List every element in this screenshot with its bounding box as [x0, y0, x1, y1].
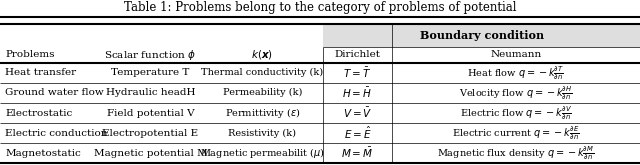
Text: $E = \hat{E}$: $E = \hat{E}$: [344, 125, 371, 141]
Text: Resistivity (k): Resistivity (k): [228, 129, 296, 138]
Text: Temperature T: Temperature T: [111, 68, 189, 77]
Text: $T = \bar{T}$: $T = \bar{T}$: [344, 66, 371, 80]
Text: Magnetostatic: Magnetostatic: [5, 149, 81, 158]
Text: Table 1: Problems belong to the category of problems of potential: Table 1: Problems belong to the category…: [124, 1, 516, 14]
Text: Electric current $q = -k\frac{\partial E}{\partial n}$: Electric current $q = -k\frac{\partial E…: [452, 124, 580, 142]
Text: $k(\boldsymbol{x})$: $k(\boldsymbol{x})$: [252, 48, 273, 61]
Text: Electric conduction: Electric conduction: [5, 129, 108, 138]
Text: Neumann: Neumann: [490, 50, 541, 59]
Text: Thermal conductivity (k): Thermal conductivity (k): [202, 68, 323, 77]
Text: Dirichlet: Dirichlet: [335, 50, 380, 59]
Text: Problems: Problems: [5, 50, 54, 59]
Text: Magnetic permeabilit ($\mu$): Magnetic permeabilit ($\mu$): [200, 146, 325, 160]
Text: Electrostatic: Electrostatic: [5, 109, 72, 117]
Text: Permeability (k): Permeability (k): [223, 88, 302, 98]
Text: Scalar function $\phi$: Scalar function $\phi$: [104, 48, 196, 62]
Text: $V = \bar{V}$: $V = \bar{V}$: [342, 106, 372, 120]
Text: Boundary condition: Boundary condition: [420, 30, 543, 41]
Text: Hydraulic headH: Hydraulic headH: [106, 88, 195, 97]
Text: Electric flow $q = -k\frac{\partial V}{\partial n}$: Electric flow $q = -k\frac{\partial V}{\…: [460, 104, 572, 122]
Bar: [323, 24, 640, 47]
Text: Magnetic flux density $q = -k\frac{\partial M}{\partial n}$: Magnetic flux density $q = -k\frac{\part…: [437, 145, 595, 162]
Text: Velocity flow $q = -k\frac{\partial H}{\partial n}$: Velocity flow $q = -k\frac{\partial H}{\…: [459, 84, 573, 102]
Text: Permittivity ($\varepsilon$): Permittivity ($\varepsilon$): [225, 106, 300, 120]
Text: Electropotential E: Electropotential E: [102, 129, 198, 138]
Text: $H = \bar{H}$: $H = \bar{H}$: [342, 86, 372, 100]
Text: Field potential V: Field potential V: [107, 109, 194, 117]
Text: Magnetic potential M: Magnetic potential M: [93, 149, 207, 158]
Text: Heat flow $q = -k\frac{\partial T}{\partial n}$: Heat flow $q = -k\frac{\partial T}{\part…: [467, 64, 564, 82]
Text: $M = \bar{M}$: $M = \bar{M}$: [341, 146, 374, 160]
Text: Ground water flow: Ground water flow: [5, 88, 104, 97]
Text: Heat transfer: Heat transfer: [5, 68, 76, 77]
